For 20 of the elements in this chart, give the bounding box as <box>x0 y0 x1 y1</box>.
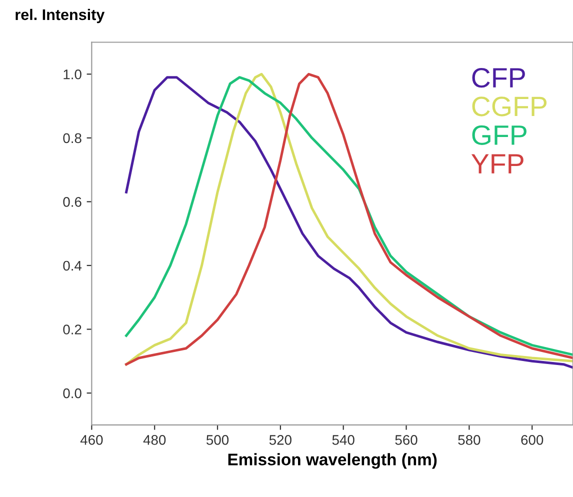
text: YFP <box>471 154 524 174</box>
x-tick-label: 580 <box>458 435 480 445</box>
x-tick-label: 540 <box>332 435 354 445</box>
y-tick-label: 0.8 <box>63 133 82 144</box>
y-tick-label: 0.6 <box>63 197 82 207</box>
y-tick-label: 0.2 <box>63 324 82 334</box>
x-tick-label: 520 <box>269 435 292 445</box>
x-tick-label: 500 <box>206 435 229 445</box>
x-tick-label: 600 <box>521 435 544 445</box>
text: GFP <box>472 125 526 145</box>
x-axis-title: Emission wavelength (nm) <box>228 453 437 469</box>
x-tick-label: 460 <box>80 435 103 445</box>
x-tick-label: 480 <box>143 435 166 445</box>
y-tick-label: 0.0 <box>63 388 82 398</box>
y-axis-title: rel. Intensity <box>16 8 105 24</box>
text: CFP <box>472 68 525 88</box>
y-tick-label: 0.4 <box>63 260 82 271</box>
text: CGFP <box>472 96 547 116</box>
y-tick-label: 1.0 <box>64 69 82 80</box>
x-tick-label: 560 <box>395 435 418 445</box>
